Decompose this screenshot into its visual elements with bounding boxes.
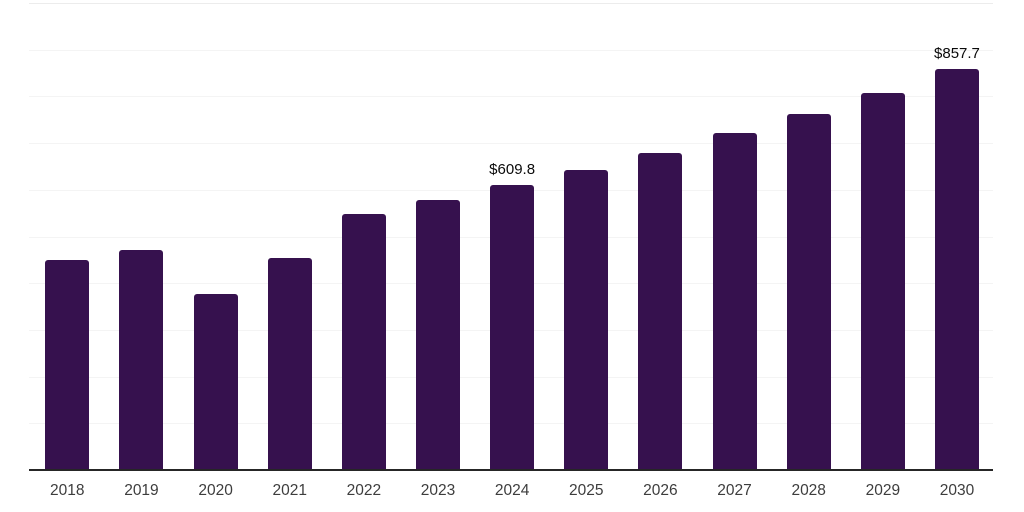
- x-tick-label-2018: 2018: [50, 482, 85, 499]
- x-tick-label-2021: 2021: [272, 482, 307, 499]
- bar-2018: [45, 260, 90, 470]
- gridline: [29, 49, 993, 51]
- bar-2030: [934, 69, 979, 470]
- gridline: [29, 96, 993, 98]
- x-tick-label-2030: 2030: [939, 482, 975, 499]
- bar-value-label-2024: $609.8: [489, 161, 536, 179]
- gridline: [29, 143, 993, 145]
- bar-2029: [860, 93, 905, 470]
- bar-2028: [786, 114, 831, 470]
- x-tick-label-2028: 2028: [791, 482, 826, 499]
- bar-2024: [490, 185, 535, 470]
- bar-2019: [119, 250, 164, 470]
- x-tick-label-2029: 2029: [865, 482, 901, 499]
- x-tick-label-2027: 2027: [717, 482, 752, 499]
- x-tick-label-2023: 2023: [420, 482, 456, 499]
- x-tick-label-2025: 2025: [569, 482, 604, 499]
- bar-value-label-2030: $857.7: [934, 45, 980, 63]
- bar-2025: [564, 169, 609, 470]
- bar-2020: [193, 294, 238, 470]
- x-tick-label-2024: 2024: [494, 482, 530, 499]
- bar-2023: [416, 200, 460, 470]
- gridline: [29, 3, 993, 4]
- x-axis-tick-labels: 2018 2019 2020 2021 2022 2023 2024 2025 2026 2027…: [29, 482, 993, 504]
- bar-2026: [638, 152, 683, 470]
- bar-2022: [341, 213, 386, 470]
- x-tick-label-2020: 2020: [198, 482, 233, 499]
- plot-area: $609.8 $857.7: [29, 3, 993, 471]
- bar-2027: [712, 133, 757, 470]
- bar-2021: [267, 257, 312, 470]
- x-tick-label-2019: 2019: [124, 482, 159, 499]
- x-tick-label-2026: 2026: [643, 482, 678, 499]
- x-tick-label-2022: 2022: [346, 482, 382, 499]
